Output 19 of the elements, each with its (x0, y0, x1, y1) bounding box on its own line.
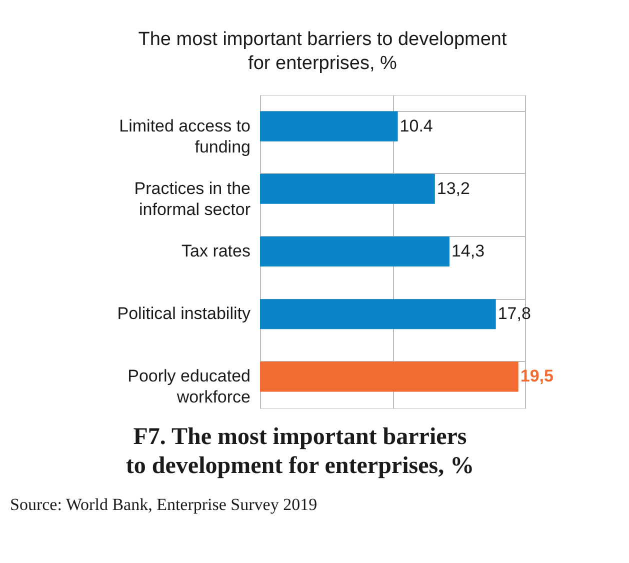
data-label: 14,3 (451, 242, 485, 260)
data-label: 10.4 (400, 116, 433, 136)
y-tick-label: Tax rates (182, 242, 250, 260)
bar (260, 111, 398, 142)
y-tick-label: Limited access to funding (119, 116, 250, 156)
bar (260, 299, 496, 330)
bar (260, 174, 435, 204)
y-tick-label: Poorly educated workforce (128, 366, 250, 407)
data-label: 17,8 (498, 304, 531, 324)
bar (260, 236, 450, 267)
text: F7. The most important barriers to development for enterprises, % (126, 424, 474, 479)
bar (260, 362, 518, 392)
data-label: 13,2 (436, 178, 470, 198)
y-tick-label: Political instability (117, 304, 251, 324)
text: for enterprises, % (248, 53, 397, 74)
text: The most important barriers to development (138, 29, 507, 50)
data-label: 19,5 (520, 366, 554, 386)
source-note: Source: World Bank, Enterprise Survey 2019 (10, 495, 318, 514)
y-tick-label: Practices in the informal sector (134, 178, 251, 219)
